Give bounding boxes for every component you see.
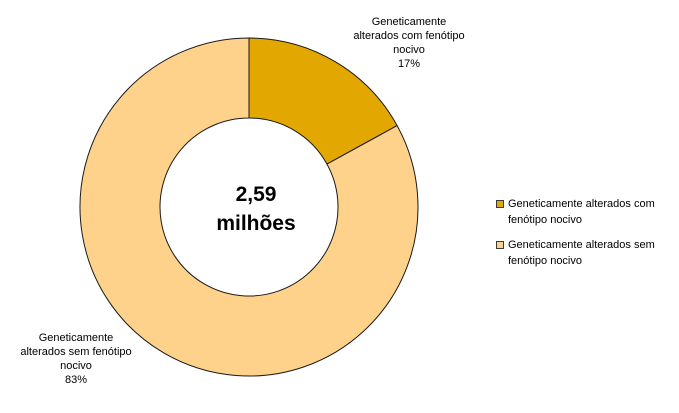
slice-label-line: nocivo xyxy=(60,360,92,372)
legend-swatch xyxy=(496,200,504,208)
chart-legend: Geneticamente alterados com fenótipo noc… xyxy=(496,196,655,278)
donut-slice-1 xyxy=(79,37,419,377)
center-value: 2,59 xyxy=(235,183,277,206)
slice-label-line: nocivo xyxy=(393,44,425,56)
slice-label-line: Geneticamente xyxy=(371,16,447,28)
legend-label-line: Geneticamente alterados com xyxy=(508,198,655,210)
legend-item-com-fenotipo: Geneticamente alterados com fenótipo noc… xyxy=(496,196,655,228)
donut-slices xyxy=(79,37,419,377)
legend-swatch xyxy=(496,241,504,249)
center-unit: milhões xyxy=(216,212,296,235)
slice-label-percent: 17% xyxy=(397,58,421,70)
legend-label-line: fenótipo nocivo xyxy=(508,255,582,267)
donut-center-total: 2,59 milhões xyxy=(176,180,336,238)
legend-label-line: fenótipo nocivo xyxy=(508,214,582,226)
legend-label-line: Geneticamente alterados sem xyxy=(508,239,655,251)
legend-label: Geneticamente alterados com fenótipo noc… xyxy=(508,196,655,228)
slice-label-percent: 83% xyxy=(64,374,88,386)
legend-label: Geneticamente alterados sem fenótipo noc… xyxy=(508,237,655,269)
slice-label-sem-fenotipo: Geneticamente alterados sem fenótipo noc… xyxy=(6,331,146,387)
slice-label-line: Geneticamente xyxy=(38,332,114,344)
slice-label-com-fenotipo: Geneticamente alterados com fenótipo noc… xyxy=(335,15,483,71)
slice-label-line: alterados sem fenótipo xyxy=(20,346,132,358)
slice-label-line: alterados com fenótipo xyxy=(353,30,465,42)
legend-item-sem-fenotipo: Geneticamente alterados sem fenótipo noc… xyxy=(496,237,655,269)
